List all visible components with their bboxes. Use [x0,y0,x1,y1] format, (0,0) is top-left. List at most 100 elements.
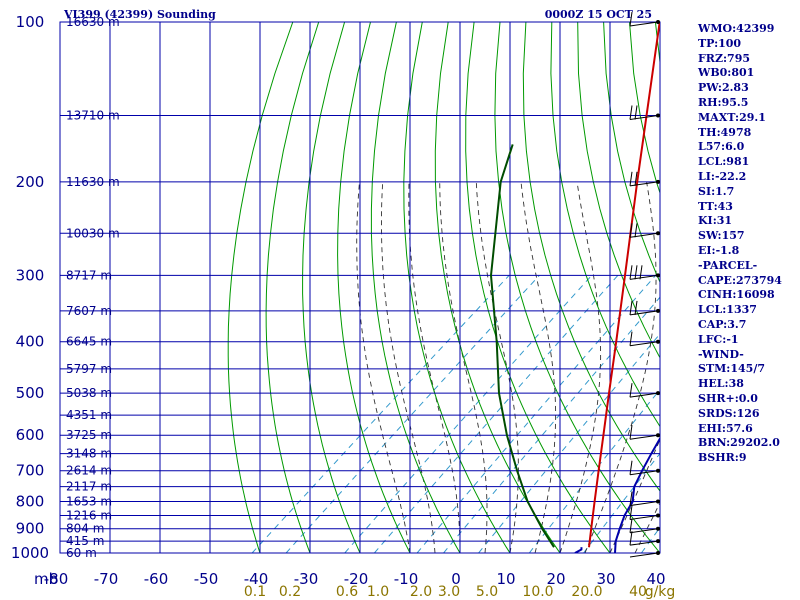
mixing-ratio-label: 0.2 [279,584,301,600]
moist-adiabat-line [634,501,660,553]
mixing-ratio-line [374,275,619,553]
index-item: SHR+:0.0 [698,391,758,405]
wind-barb-tick [634,171,638,186]
grid-lines [59,21,661,554]
chart-title: VI399 (42399) Sounding [63,8,216,21]
wind-barb-base [656,468,660,473]
index-item: MAXT:29.1 [698,110,766,124]
temperature-tick-label: -20 [344,570,369,588]
wind-barb-tick [629,425,633,440]
pressure-tick-label: 300 [16,266,45,284]
series-temperature [614,436,660,553]
height-label: 7607 m [66,304,112,318]
index-item: WMO:42399 [698,22,775,35]
index-item: HEL:38 [698,377,744,391]
wind-barb-tick [629,300,633,315]
index-item: KI:31 [698,214,733,228]
mixing-ratio-label: 3.0 [438,584,460,600]
index-item: TT:43 [698,199,733,213]
index-item: SW:157 [698,229,745,243]
wind-barb-staff [629,21,659,27]
index-item: BRN:29202.0 [698,436,780,450]
wind-barb-staff [629,552,659,558]
index-item: SRDS:126 [698,406,760,420]
height-label: 16630 m [66,15,120,29]
height-label: 60 m [66,546,97,560]
height-label: 4351 m [66,408,112,422]
height-label: 1216 m [66,509,112,523]
wind-barb-tick [629,383,633,398]
pressure-tick-label: 600 [16,426,45,444]
wind-barb-staff [629,470,659,476]
wind-barb-tick [634,265,638,280]
temperature-tick-label: 30 [596,570,615,588]
wind-barb-base [656,231,660,236]
wind-barb-tick [629,105,633,120]
wind-barb-tick [629,331,633,346]
wind-barb-staff [629,392,659,398]
wind-barb-base [656,551,660,555]
height-label: 2117 m [66,480,112,494]
mixing-ratio-line [443,296,660,553]
wind-barb-tick [629,223,633,238]
index-item: TH:4978 [698,125,752,139]
wind-barb-base [656,526,660,531]
pressure-tick-label: 800 [16,493,45,511]
temperature-tick-label: -40 [244,570,269,588]
series-dewpoint [574,547,583,553]
temperature-tick-label: -70 [94,570,119,588]
wind-barb-staff [629,501,659,507]
index-item: LCL:1337 [698,303,757,317]
temperature-tick-label: 10 [496,570,515,588]
height-label: 1653 m [66,495,112,509]
wind-barb-base [656,179,660,184]
index-item: EI:-1.8 [698,243,740,257]
index-item: L57:6.0 [698,140,745,154]
wind-barb-tick [634,300,638,315]
index-item: -WIND- [698,347,744,361]
temperature-tick-label: 0 [451,570,461,588]
index-item: -PARCEL- [698,258,758,272]
series-parcel-dark- [489,144,555,548]
wind-barb-base [656,433,660,438]
index-item: RH:95.5 [698,95,749,109]
mixing-ratio-label: 0.1 [244,584,266,600]
wind-barb-tick [634,223,638,238]
index-item: EHI:57.6 [698,421,753,435]
wind-barb-base [656,391,660,396]
index-item: STM:145/7 [698,362,765,376]
height-label: 3725 m [66,428,112,442]
index-item: LFC:-1 [698,332,739,346]
height-label: 6645 m [66,335,112,349]
index-item: CAPE:273794 [698,273,782,287]
x-axis-label: mb [34,570,58,588]
index-item: CINH:16098 [698,288,775,302]
mixing-ratio-label: 2.0 [410,584,432,600]
wind-barb-base [656,20,660,24]
mixing-ratio-label: 40 [629,584,647,600]
temperature-tick-label: -50 [194,570,219,588]
mixing-ratio-label: 5.0 [476,584,498,600]
height-label: 10030 m [66,226,120,240]
wind-barb-staff [629,341,659,347]
moist-adiabat-line [609,438,660,553]
height-label: 804 m [66,522,104,536]
index-item: BSHR:9 [698,451,747,465]
height-label: 13710 m [66,109,120,123]
mixing-ratio-line [416,275,656,553]
mixing-ratio-label: 10.0 [522,584,553,600]
wind-barb-base [656,499,660,504]
temperature-tick-label: 20 [546,570,565,588]
mixing-ratio-label: 0.6 [336,584,358,600]
wind-barb-tick [629,11,633,27]
wind-barb-base [656,273,660,278]
temperature-tick-label: -10 [394,570,419,588]
wind-barb-tick [629,518,633,533]
wind-barb-base [656,539,660,544]
wind-barb-tick [629,491,633,506]
index-item: SI:1.7 [698,184,735,198]
index-item: LCL:981 [698,155,750,169]
index-item: FRZ:795 [698,51,751,65]
mixing-ratio-label: 20.0 [571,584,602,600]
